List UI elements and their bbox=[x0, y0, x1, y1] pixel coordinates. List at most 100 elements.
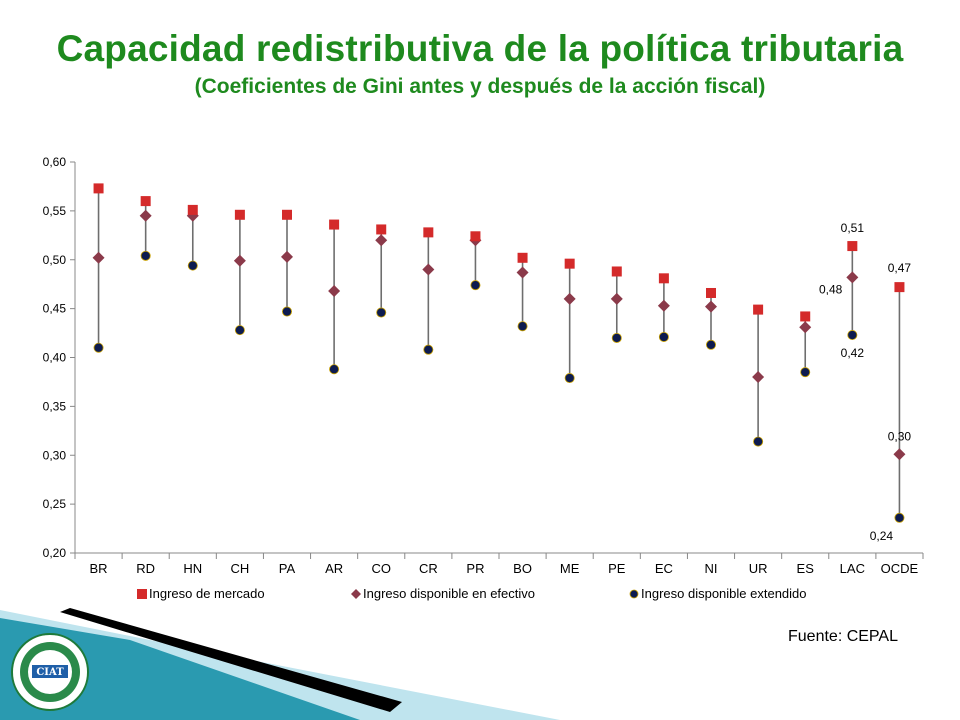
data-point-diamond bbox=[799, 321, 812, 334]
data-label: 0,30 bbox=[888, 429, 912, 443]
data-point-circle bbox=[281, 306, 292, 317]
legend-label: Ingreso disponible en efectivo bbox=[363, 586, 535, 601]
y-tick-label: 0,60 bbox=[43, 155, 67, 169]
data-point-square bbox=[234, 209, 245, 220]
source-note: Fuente: CEPAL bbox=[788, 628, 898, 645]
x-tick-label: BR bbox=[90, 561, 108, 576]
legend-marker-circle bbox=[629, 589, 639, 599]
data-point-diamond bbox=[328, 285, 341, 298]
ciat-logo: CIAT bbox=[11, 633, 89, 711]
data-point-square bbox=[470, 231, 481, 242]
data-point-square bbox=[282, 209, 292, 220]
data-point-circle bbox=[187, 260, 198, 271]
data-point-diamond bbox=[233, 254, 246, 267]
data-point-diamond bbox=[92, 251, 105, 264]
logo-text: CIAT bbox=[36, 667, 64, 678]
y-tick-label: 0,25 bbox=[43, 497, 67, 511]
data-point-diamond bbox=[610, 292, 623, 305]
data-point-diamond bbox=[563, 292, 576, 305]
x-tick-label: BO bbox=[513, 561, 532, 576]
x-tick-label: PR bbox=[466, 561, 484, 576]
x-tick-label: ES bbox=[797, 561, 815, 576]
x-tick-label: PA bbox=[279, 561, 296, 576]
data-point-circle bbox=[894, 512, 905, 523]
x-tick-label: CH bbox=[230, 561, 249, 576]
data-point-square bbox=[93, 183, 104, 194]
data-label: 0,51 bbox=[841, 221, 865, 235]
data-label: 0,24 bbox=[870, 529, 894, 543]
decor-teal-wave bbox=[0, 618, 360, 720]
data-point-square bbox=[847, 241, 858, 252]
data-point-square bbox=[894, 282, 905, 293]
x-tick-label: UR bbox=[749, 561, 768, 576]
data-point-diamond bbox=[281, 250, 293, 263]
x-tick-label: NI bbox=[705, 561, 718, 576]
data-point-square bbox=[658, 273, 669, 284]
data-point-square bbox=[706, 287, 716, 298]
x-tick-label: CO bbox=[371, 561, 391, 576]
data-point-diamond bbox=[657, 299, 670, 312]
y-tick-label: 0,50 bbox=[43, 253, 67, 267]
legend-label: Ingreso disponible extendido bbox=[641, 586, 807, 601]
x-tick-label: EC bbox=[655, 561, 673, 576]
x-tick-label: CR bbox=[419, 561, 438, 576]
data-point-diamond bbox=[705, 300, 717, 313]
data-label: 0,48 bbox=[819, 282, 843, 296]
x-tick-label: AR bbox=[325, 561, 343, 576]
data-point-circle bbox=[564, 373, 575, 384]
data-point-circle bbox=[658, 331, 669, 342]
data-point-circle bbox=[800, 367, 811, 378]
data-point-square bbox=[564, 258, 575, 269]
data-point-diamond bbox=[846, 271, 859, 284]
data-point-circle bbox=[517, 321, 528, 332]
data-point-circle bbox=[753, 436, 764, 447]
data-point-square bbox=[376, 224, 387, 235]
x-tick-label: LAC bbox=[840, 561, 865, 576]
data-point-square bbox=[753, 304, 764, 315]
legend-label: Ingreso de mercado bbox=[149, 586, 265, 601]
x-tick-label: HN bbox=[183, 561, 202, 576]
data-point-circle bbox=[706, 339, 717, 350]
data-label: 0,42 bbox=[841, 346, 865, 360]
page-subtitle: (Coeficientes de Gini antes y después de… bbox=[194, 75, 766, 98]
y-tick-label: 0,40 bbox=[43, 351, 67, 365]
data-point-square bbox=[329, 219, 340, 230]
decor-black-stripe bbox=[60, 608, 402, 712]
data-point-circle bbox=[376, 307, 387, 318]
data-point-diamond bbox=[516, 266, 529, 279]
data-point-circle bbox=[93, 342, 104, 353]
data-point-square bbox=[517, 252, 528, 263]
data-label: 0,47 bbox=[888, 261, 912, 275]
data-point-circle bbox=[423, 344, 434, 355]
x-tick-label: OCDE bbox=[881, 561, 919, 576]
data-point-square bbox=[187, 204, 198, 215]
y-tick-label: 0,55 bbox=[43, 204, 67, 218]
data-point-diamond bbox=[375, 234, 388, 247]
legend-marker-diamond bbox=[351, 589, 361, 599]
data-point-diamond bbox=[752, 371, 765, 384]
data-point-circle bbox=[140, 250, 151, 261]
data-point-square bbox=[423, 227, 434, 238]
y-tick-label: 0,20 bbox=[43, 546, 67, 560]
data-point-circle bbox=[611, 332, 622, 343]
x-tick-label: ME bbox=[560, 561, 580, 576]
data-point-circle bbox=[847, 330, 858, 341]
data-point-circle bbox=[470, 280, 481, 291]
data-point-square bbox=[611, 266, 622, 277]
data-point-circle bbox=[329, 364, 340, 375]
y-tick-label: 0,45 bbox=[43, 302, 67, 316]
y-tick-label: 0,35 bbox=[43, 399, 67, 413]
data-point-square bbox=[800, 311, 811, 322]
data-point-diamond bbox=[139, 209, 152, 222]
data-point-square bbox=[140, 196, 151, 207]
data-point-diamond bbox=[893, 448, 906, 461]
legend-marker-square bbox=[137, 589, 147, 599]
y-tick-label: 0,30 bbox=[43, 448, 67, 462]
x-tick-label: PE bbox=[608, 561, 626, 576]
data-point-circle bbox=[234, 325, 245, 336]
x-tick-label: RD bbox=[136, 561, 155, 576]
data-point-diamond bbox=[422, 263, 435, 276]
page-title: Capacidad redistributiva de la política … bbox=[56, 28, 904, 69]
